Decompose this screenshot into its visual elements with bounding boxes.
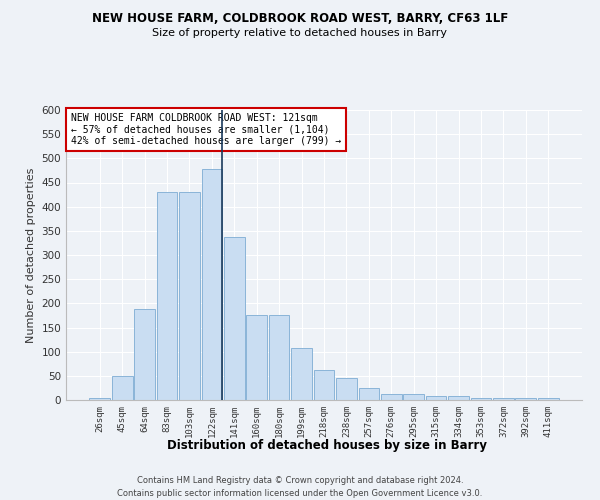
Bar: [381, 394, 401, 400]
Bar: [448, 396, 469, 400]
Bar: [515, 398, 536, 400]
Text: Distribution of detached houses by size in Barry: Distribution of detached houses by size …: [167, 440, 487, 452]
Bar: [112, 376, 133, 400]
Bar: [269, 316, 289, 400]
Y-axis label: Number of detached properties: Number of detached properties: [26, 168, 36, 342]
Text: NEW HOUSE FARM, COLDBROOK ROAD WEST, BARRY, CF63 1LF: NEW HOUSE FARM, COLDBROOK ROAD WEST, BAR…: [92, 12, 508, 26]
Bar: [359, 388, 379, 400]
Bar: [202, 170, 222, 400]
Bar: [134, 309, 155, 400]
Bar: [426, 396, 446, 400]
Bar: [403, 394, 424, 400]
Bar: [179, 192, 200, 400]
Bar: [89, 398, 110, 400]
Bar: [470, 398, 491, 400]
Text: NEW HOUSE FARM COLDBROOK ROAD WEST: 121sqm
← 57% of detached houses are smaller : NEW HOUSE FARM COLDBROOK ROAD WEST: 121s…: [71, 113, 341, 146]
Bar: [224, 236, 245, 400]
Text: Size of property relative to detached houses in Barry: Size of property relative to detached ho…: [152, 28, 448, 38]
Bar: [291, 348, 312, 400]
Text: Contains HM Land Registry data © Crown copyright and database right 2024.
Contai: Contains HM Land Registry data © Crown c…: [118, 476, 482, 498]
Bar: [336, 378, 357, 400]
Bar: [247, 316, 267, 400]
Bar: [493, 398, 514, 400]
Bar: [314, 370, 334, 400]
Bar: [157, 192, 178, 400]
Bar: [538, 398, 559, 400]
